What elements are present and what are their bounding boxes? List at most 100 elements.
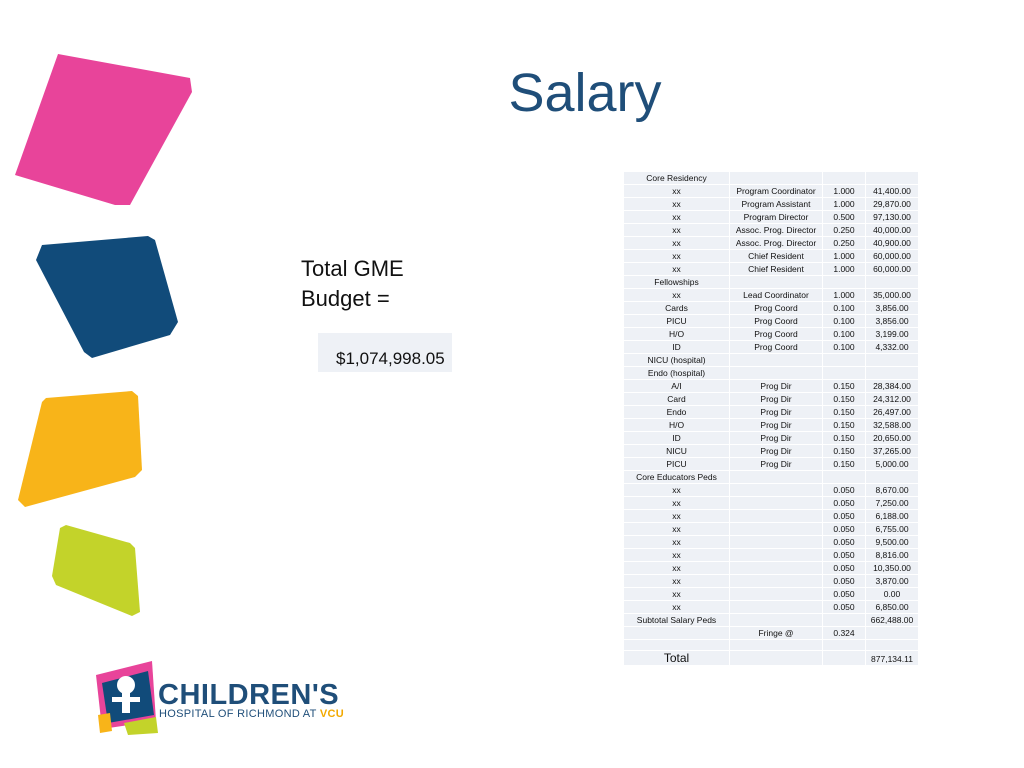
table-cell-c1: PICU [623,457,730,471]
table-cell-c4 [865,470,919,484]
table-row: H/O Prog Dir 0.150 32,588.00 [623,418,919,432]
table-cell-c1: xx [623,262,730,276]
table-cell-c2 [729,522,823,536]
table-cell-c3 [822,650,866,666]
table-cell-c3: 0.050 [822,548,866,562]
table-cell-c1: Endo [623,405,730,419]
table-cell-c3: 0.050 [822,483,866,497]
table-cell-c4 [865,366,919,380]
table-cell-c3 [822,275,866,289]
table-row: NICU (hospital) [623,353,919,367]
table-cell-c4: 5,000.00 [865,457,919,471]
gold-shape [18,391,142,507]
table-cell-c1: xx [623,587,730,601]
table-cell-c1: xx [623,509,730,523]
table-cell-c1: xx [623,496,730,510]
table-cell-c2 [729,509,823,523]
table-cell-c2 [729,496,823,510]
salary-table: Core Residency xx Program Coordinator 1.000… [623,171,919,666]
table-row: Endo Prog Dir 0.150 26,497.00 [623,405,919,419]
table-cell-c2: Prog Dir [729,431,823,445]
logo-mark-icon [96,661,158,735]
table-cell-c2 [729,650,823,666]
total-value: 877,134.11 [865,650,919,666]
budget-value-box [318,333,452,372]
table-cell-c2 [729,639,823,651]
logo-subtitle-accent: VCU [319,708,344,720]
table-row: PICU Prog Dir 0.150 5,000.00 [623,457,919,471]
table-cell-c3 [822,613,866,627]
table-cell-c4: 40,000.00 [865,223,919,237]
table-row: xx 0.050 6,755.00 [623,522,919,536]
table-cell-c4: 28,384.00 [865,379,919,393]
table-cell-c1 [623,639,730,651]
table-cell-c1: NICU (hospital) [623,353,730,367]
table-cell-c2: Prog Dir [729,418,823,432]
table-cell-c1: A/I [623,379,730,393]
table-cell-c2: Lead Coordinator [729,288,823,302]
table-cell-c3 [822,470,866,484]
table-cell-c1: xx [623,522,730,536]
decorative-shapes [15,54,192,616]
table-row: Fringe @0.324 [623,626,919,640]
table-cell-c2: Program Coordinator [729,184,823,198]
navy-shape [36,236,178,358]
table-row: xx 0.050 8,816.00 [623,548,919,562]
table-cell-c3: 0.050 [822,535,866,549]
table-cell-c2 [729,561,823,575]
table-row: xx 0.050 7,250.00 [623,496,919,510]
table-cell-c2: Assoc. Prog. Director [729,223,823,237]
table-cell-c3: 0.050 [822,574,866,588]
table-cell-c4: 8,816.00 [865,548,919,562]
logo-subtitle: HOSPITAL OF RICHMOND AT VCU [159,708,344,720]
table-cell-c3: 0.150 [822,457,866,471]
table-cell-c2: Program Assistant [729,197,823,211]
table-cell-c3: 0.050 [822,522,866,536]
table-cell-c1: xx [623,574,730,588]
table-cell-c1: xx [623,483,730,497]
table-cell-c4: 29,870.00 [865,197,919,211]
table-cell-c4: 20,650.00 [865,431,919,445]
table-cell-c1: xx [623,600,730,614]
table-cell-c4 [865,353,919,367]
table-cell-c4: 3,870.00 [865,574,919,588]
table-row: H/O Prog Coord 0.100 3,199.00 [623,327,919,341]
table-cell-c3: 1.000 [822,262,866,276]
table-cell-c1: Cards [623,301,730,315]
table-cell-c2 [729,470,823,484]
table-cell-c4: 3,199.00 [865,327,919,341]
budget-label: Total GME Budget = [301,254,461,314]
table-row: Subtotal Salary Peds 662,488.00 [623,613,919,627]
table-row: ID Prog Coord 0.100 4,332.00 [623,340,919,354]
table-row: A/I Prog Dir 0.150 28,384.00 [623,379,919,393]
table-row: Cards Prog Coord 0.100 3,856.00 [623,301,919,315]
table-cell-c2 [729,548,823,562]
table-cell-c3: 0.050 [822,600,866,614]
table-cell-c3: 0.100 [822,314,866,328]
table-cell-c3: 1.000 [822,184,866,198]
table-cell-c1: xx [623,197,730,211]
table-cell-c2: Prog Coord [729,340,823,354]
logo-subtitle-text: HOSPITAL OF RICHMOND AT [159,708,317,720]
table-cell-c2: Chief Resident [729,262,823,276]
budget-label-line1: Total GME [301,256,404,281]
table-row: xx 0.050 6,850.00 [623,600,919,614]
table-cell-c3: 0.050 [822,587,866,601]
table-cell-c2: Prog Coord [729,327,823,341]
table-row: xx 0.050 9,500.00 [623,535,919,549]
table-cell-c2 [729,275,823,289]
table-cell-c3: 0.150 [822,431,866,445]
table-cell-c4: 6,755.00 [865,522,919,536]
table-row: xx Chief Resident 1.000 60,000.00 [623,249,919,263]
table-cell-c4: 60,000.00 [865,262,919,276]
table-cell-c3: 0.250 [822,223,866,237]
logo-name: CHILDREN'S [158,679,340,711]
table-cell-c1: PICU [623,314,730,328]
table-cell-c4: 8,670.00 [865,483,919,497]
table-cell-c4: 4,332.00 [865,340,919,354]
lime-shape [52,525,140,616]
table-row: Fellowships [623,275,919,289]
table-cell-c1: xx [623,535,730,549]
table-cell-c3: 0.050 [822,561,866,575]
table-row: xx Lead Coordinator 1.000 35,000.00 [623,288,919,302]
